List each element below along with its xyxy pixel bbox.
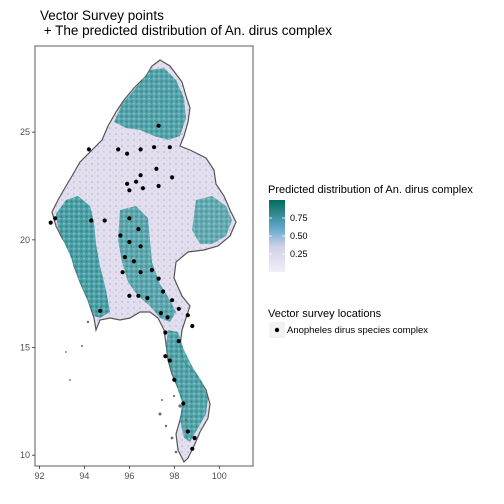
colorbar-label-2: 0.25: [290, 249, 308, 259]
high-zone-south: [166, 330, 208, 442]
survey-point-24: [131, 259, 136, 264]
survey-point-23: [122, 255, 127, 260]
high-zone-east: [192, 196, 232, 244]
y-tick-label-1: 15: [20, 343, 30, 353]
survey-point-20: [118, 233, 123, 238]
survey-point-19: [136, 227, 141, 232]
survey-point-28: [120, 270, 125, 275]
points-legend-title: Vector survey locations: [268, 308, 382, 320]
survey-point-34: [176, 306, 181, 311]
colorbar-label-1: 0.50: [290, 231, 308, 241]
survey-point-6: [86, 147, 91, 152]
survey-point-2: [152, 145, 157, 150]
survey-points-layer: [48, 123, 197, 451]
survey-point-4: [125, 151, 130, 156]
survey-point-12: [127, 188, 132, 193]
country-map: [51, 59, 237, 464]
survey-point-10: [140, 186, 145, 191]
survey-point-15: [53, 216, 58, 221]
survey-point-16: [89, 218, 94, 223]
x-tick-label-2: 96: [124, 471, 134, 481]
survey-point-32: [161, 289, 166, 294]
points-legend: [269, 322, 285, 338]
survey-point-48: [98, 308, 103, 313]
survey-point-45: [185, 429, 190, 434]
islands: [65, 320, 188, 454]
survey-point-29: [127, 293, 132, 298]
survey-point-33: [170, 298, 175, 303]
survey-point-22: [138, 244, 143, 249]
survey-point-14: [170, 175, 175, 180]
survey-point-40: [176, 339, 181, 344]
y-tick-label-3: 25: [20, 127, 30, 137]
survey-point-0: [156, 123, 161, 128]
x-tick-label-3: 98: [169, 471, 179, 481]
survey-point-18: [127, 216, 132, 221]
high-zone-north: [114, 68, 186, 140]
chart-title: Vector Survey points: [40, 8, 164, 23]
survey-point-43: [172, 377, 177, 382]
survey-point-49: [48, 220, 53, 225]
survey-point-27: [156, 276, 161, 281]
survey-point-41: [167, 358, 172, 363]
survey-point-36: [165, 315, 170, 320]
survey-point-44: [181, 401, 186, 406]
survey-point-31: [145, 295, 150, 301]
colorbar-label-0: 0.75: [290, 213, 308, 223]
survey-point-9: [134, 179, 139, 184]
survey-point-13: [125, 181, 130, 186]
colorbar-ticks: 0.75 0.50 0.25: [269, 213, 308, 259]
survey-point-30: [136, 293, 141, 298]
survey-point-42: [163, 354, 168, 359]
high-zone-west: [56, 196, 110, 318]
points-legend-label: Anopheles dirus species complex: [287, 325, 428, 336]
survey-point-8: [138, 173, 143, 178]
survey-point-47: [192, 435, 197, 441]
fill-legend: 0.75 0.50 0.25: [269, 200, 308, 272]
x-tick-label-4: 100: [212, 471, 227, 481]
x-tick-label-0: 92: [34, 471, 44, 481]
survey-point-46: [190, 446, 195, 451]
survey-point-37: [185, 313, 190, 318]
axes-layer: 92 94 96 98 100 10 15 20 25: [20, 127, 227, 481]
survey-point-5: [116, 147, 121, 152]
fill-colorbar: [269, 200, 285, 272]
y-tick-label-0: 10: [20, 450, 30, 460]
points-legend-symbol: [274, 327, 280, 333]
survey-point-11: [156, 183, 161, 189]
survey-point-3: [167, 145, 172, 150]
survey-point-1: [138, 147, 143, 152]
survey-point-21: [127, 239, 132, 245]
survey-point-25: [138, 270, 143, 275]
chart-subtitle: + The predicted distribution of An. diru…: [40, 23, 333, 38]
survey-point-39: [163, 330, 168, 335]
fill-legend-title: Predicted distribution of An. dirus comp…: [268, 184, 473, 196]
y-tick-label-2: 20: [20, 235, 30, 245]
survey-point-26: [149, 267, 154, 273]
survey-point-7: [154, 166, 159, 171]
survey-point-17: [102, 218, 107, 223]
high-zone-central: [118, 206, 176, 322]
survey-point-38: [190, 323, 195, 329]
x-tick-label-1: 94: [79, 471, 89, 481]
survey-point-35: [158, 311, 163, 316]
